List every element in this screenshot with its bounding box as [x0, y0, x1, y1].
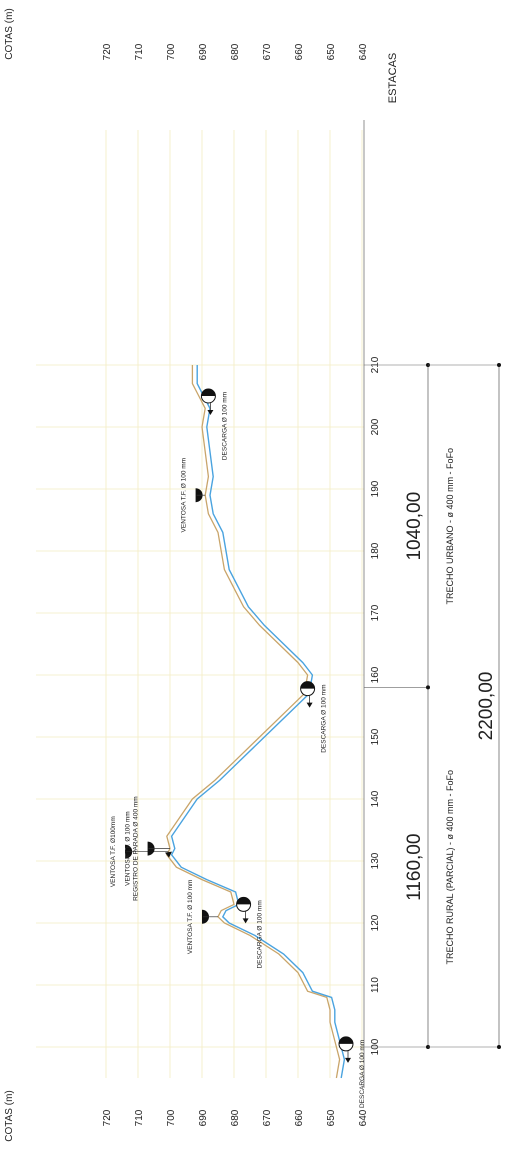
ventosa-symbol: VENTOSA T.F. Ø 100 mm [187, 880, 218, 955]
estaca-tick-label: 120 [370, 914, 381, 931]
terrain-line [166, 365, 341, 1079]
left-axis-title: COTAS (m) [4, 1090, 15, 1141]
cota-tick-label-bottom: 670 [262, 1109, 273, 1126]
estaca-tick-label: 170 [370, 604, 381, 621]
estaca-tick-label: 160 [370, 666, 381, 683]
cota-tick-label-top: 650 [326, 43, 337, 60]
descarga-arrow [242, 918, 249, 924]
segment-description: TRECHO URBANO - ø 400 mm - FoFo [445, 448, 455, 605]
cota-tick-label-top: 680 [230, 43, 241, 60]
descarga-symbol: DESCARGA Ø 100 mm [200, 388, 228, 460]
profile-labels: COTAS (m) COTAS (m) ESTACAS 720 720 710 710… [4, 8, 399, 1141]
ventosa-label: VENTOSA T.F. Ø 100 mm [187, 880, 194, 955]
descarga-half-fill [339, 1036, 353, 1044]
estaca-tick-label: 110 [370, 977, 381, 993]
descarga-half-fill [201, 389, 216, 396]
ventosa-label-line: VENTOSA T.F. Ø 100 mm [187, 880, 194, 955]
segment-node [426, 685, 430, 690]
cota-tick-label-top: 710 [134, 43, 145, 60]
segment-annotations: 1160,00 TRECHO RURAL (PARCIAL) - ø 400 mm… [364, 363, 501, 1049]
descarga-arrow [306, 702, 313, 708]
cota-tick-label-bottom: 700 [166, 1109, 177, 1126]
ventosa-symbol: VENTOSA T.F. Ø 100 mm [181, 458, 206, 533]
ventosa-label: VENTOSA T.F. Ø 100 mmREGISTRO DE PARADA … [125, 796, 140, 901]
estaca-tick-label: 190 [370, 480, 381, 497]
ventosa-label-line: VENTOSA T.F. Ø100mm [110, 816, 117, 887]
pipe-line [170, 365, 346, 1079]
cota-tick-label-top: 700 [166, 43, 177, 60]
segment-length-label: 1160,00 [404, 834, 425, 901]
segment-length-label: 1040,00 [404, 492, 425, 561]
cota-tick-label-bottom: 720 [102, 1109, 113, 1126]
profile-grid [36, 130, 364, 1078]
right-axis-title: COTAS (m) [4, 8, 15, 59]
cota-tick-label-bottom: 710 [134, 1109, 145, 1126]
total-length-label: 2200,00 [476, 672, 497, 741]
estaca-tick-label: 200 [370, 418, 381, 435]
ventosa-label-line: VENTOSA T.F. Ø 100 mm [181, 458, 188, 533]
ventosa-label-line: VENTOSA T.F. Ø 100 mm [125, 811, 132, 886]
descarga-label: DESCARGA Ø 100 mm [321, 684, 328, 752]
cota-tick-label-bottom: 640 [358, 1109, 369, 1126]
ventosa-symbol: VENTOSA T.F. Ø 100 mmREGISTRO DE PARADA … [125, 796, 172, 901]
profile-lines [166, 365, 346, 1079]
total-node [497, 363, 501, 367]
cota-tick-label-top: 660 [294, 43, 305, 60]
ventosa-symbol: VENTOSA T.F. Ø100mm [110, 816, 169, 887]
total-node [497, 1045, 501, 1049]
cota-tick-label-top: 720 [102, 43, 113, 60]
estaca-tick-label: 150 [370, 728, 381, 745]
descarga-symbol: DESCARGA Ø 100 mm [236, 896, 264, 969]
cota-tick-label-bottom: 690 [198, 1109, 209, 1126]
descarga-half-fill [236, 897, 251, 905]
descarga-arrow [207, 410, 214, 415]
estacas-title: ESTACAS [387, 53, 399, 104]
descarga-symbol: DESCARGA Ø 100 mm [300, 681, 328, 753]
ventosa-label-line: REGISTRO DE PARADA Ø 400 mm [133, 796, 140, 901]
segment-description: TRECHO RURAL (PARCIAL) - ø 400 mm - FoFo [445, 770, 455, 965]
estaca-tick-label: 180 [370, 542, 381, 559]
descarga-label: DESCARGA Ø 100 mm [257, 900, 264, 968]
descarga-label: DESCARGA Ø 100 mm [221, 392, 228, 460]
cota-tick-label-bottom: 650 [326, 1109, 337, 1126]
cota-tick-label-top: 690 [198, 43, 209, 60]
descarga-symbol: DESCARGA Ø 100 mm [338, 1036, 366, 1108]
cota-tick-label-top: 670 [262, 43, 273, 60]
registro-arrow [165, 851, 172, 858]
ventosa-label: VENTOSA T.F. Ø100mm [110, 816, 117, 887]
descarga-label: DESCARGA Ø 100 mm [359, 1040, 366, 1108]
ventosa-label: VENTOSA T.F. Ø 100 mm [181, 458, 188, 533]
estaca-tick-label: 140 [370, 790, 381, 807]
estaca-tick-label: 130 [370, 852, 381, 869]
descarga-arrow [345, 1057, 351, 1063]
descarga-half-fill [300, 681, 315, 689]
cota-tick-label-bottom: 680 [230, 1109, 241, 1126]
profile-devices: DESCARGA Ø 100 mm DESCARGA Ø 100 mm VENTOS… [110, 388, 366, 1108]
cota-tick-label-bottom: 660 [294, 1109, 305, 1126]
cota-tick-label-top: 640 [358, 43, 369, 60]
